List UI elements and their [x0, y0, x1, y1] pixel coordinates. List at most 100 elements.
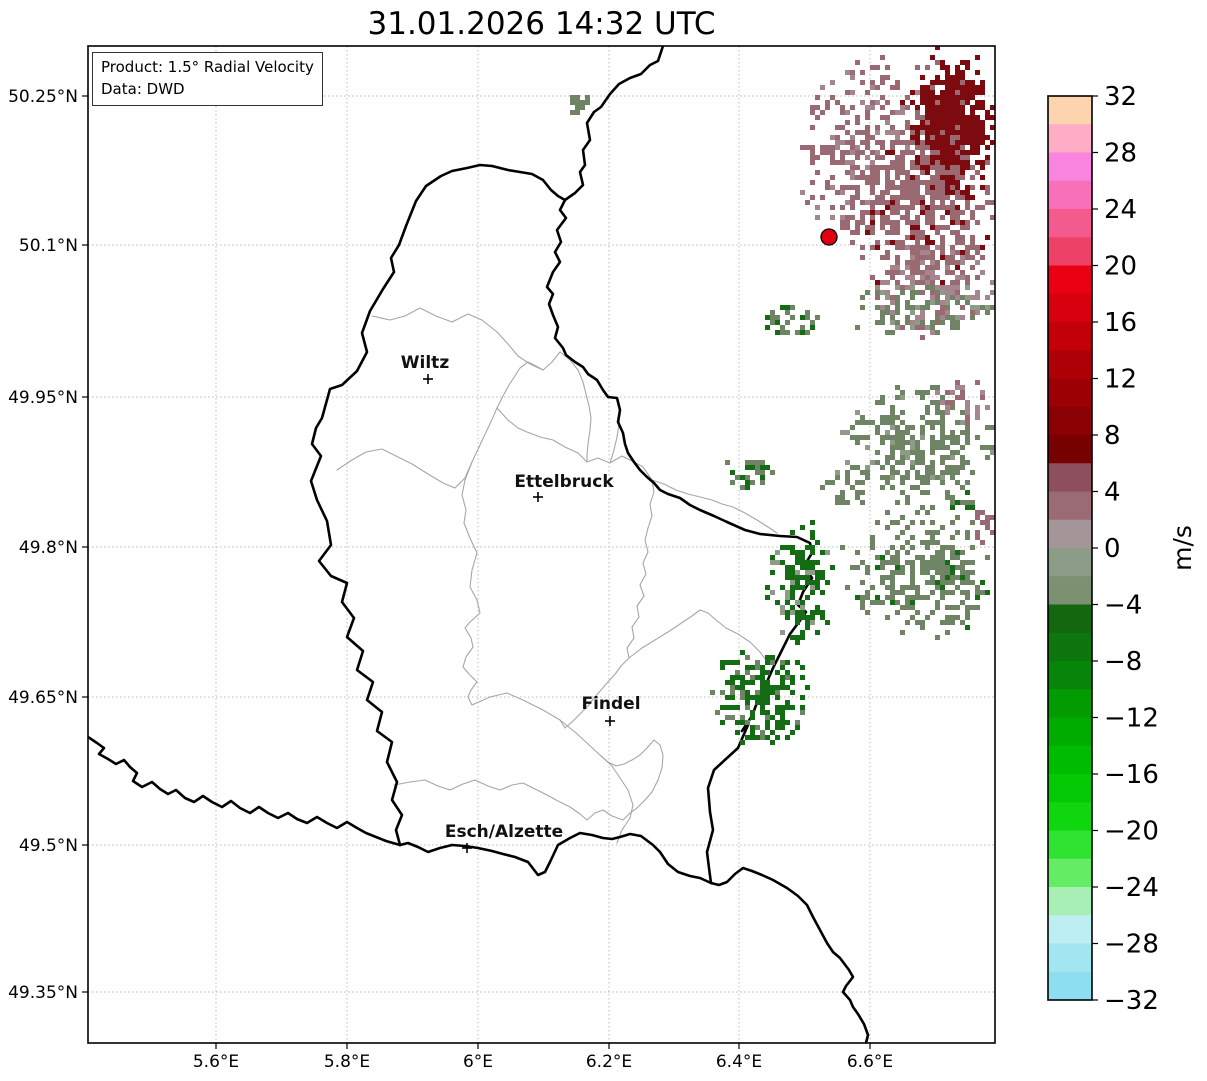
x-tick-label: 6.4°E: [716, 1052, 762, 1072]
city-label: Esch/Alzette: [445, 822, 563, 842]
region-border-line: [496, 361, 544, 409]
region-border-line: [651, 479, 778, 534]
region-borders: [336, 307, 778, 844]
figure-title: 31.01.2026 14:32 UTC: [367, 6, 716, 42]
colorbar-segment: [1048, 632, 1092, 662]
colorbar-segment: [1048, 237, 1092, 266]
colorbar-tick-label: 16: [1104, 308, 1137, 338]
y-tick-label: 49.95°N: [8, 388, 78, 408]
colorbar-tick-label: −8: [1104, 647, 1142, 677]
colorbar-segment: [1048, 887, 1092, 916]
x-tick-label: 6°E: [463, 1052, 493, 1072]
product-info-line2: Data: DWD: [101, 79, 185, 98]
city-marker: [533, 492, 543, 502]
colorbar-unit-label: m/s: [1168, 525, 1197, 571]
region-border-line: [559, 479, 655, 729]
y-tick-label: 49.65°N: [8, 688, 78, 708]
colorbar-tick-label: 20: [1104, 252, 1137, 282]
colorbar-segment: [1048, 378, 1092, 408]
colorbar-tick-label: −12: [1104, 704, 1159, 734]
city-marker: [462, 843, 472, 853]
city-labels: Wiltz Ettelbruck Findel Esch/Alzette: [401, 353, 641, 853]
y-tick-label: 49.8°N: [19, 538, 78, 558]
country-borders: [88, 46, 870, 1043]
colorbar-segment: [1048, 124, 1092, 153]
colorbar-tick-label: 4: [1104, 478, 1121, 508]
region-border-line: [393, 739, 664, 821]
y-tick-label: 50.1°N: [19, 236, 78, 256]
product-info-box: Product: 1.5° Radial Velocity Data: DWD: [92, 52, 323, 106]
country-border-line: [309, 163, 494, 847]
colorbar-segment: [1048, 830, 1092, 860]
colorbar: 32 28 24 20 16 12 8 4 0 −4 −8 −12 −16 −20 −24 −28 −32: [1047, 82, 1159, 1016]
colorbar-segment: [1048, 406, 1092, 436]
x-tick-label: 6.2°E: [586, 1052, 632, 1072]
colorbar-segment: [1048, 604, 1092, 634]
country-border-line: [709, 866, 870, 1043]
colorbar-segment: [1048, 265, 1092, 295]
x-tick-label: 5.6°E: [193, 1052, 239, 1072]
colorbar-segment: [1048, 152, 1092, 182]
colorbar-segment: [1048, 491, 1092, 521]
colorbar-segment: [1048, 322, 1092, 351]
colorbar-segment: [1048, 971, 1092, 1001]
colorbar-segment: [1048, 463, 1092, 492]
y-tick-label: 50.25°N: [8, 87, 78, 107]
colorbar-tick-label: 32: [1104, 82, 1137, 112]
country-border-line: [563, 46, 665, 202]
x-tick-label: 5.8°E: [324, 1052, 370, 1072]
grid-lines: [88, 46, 995, 1043]
colorbar-segment: [1048, 745, 1092, 775]
colorbar-segment: [1048, 576, 1092, 605]
colorbar-tick-label: −28: [1104, 930, 1159, 960]
colorbar-segment: [1048, 774, 1092, 803]
city-label: Findel: [581, 694, 640, 714]
region-border-line: [496, 407, 653, 481]
colorbar-segment: [1048, 689, 1092, 718]
colorbar-segment: [1048, 519, 1092, 549]
colorbar-segment: [1048, 209, 1092, 238]
radar-echo-cells: [570, 46, 995, 745]
colorbar-segment: [1048, 548, 1092, 577]
city-label: Ettelbruck: [514, 472, 614, 492]
city-label: Wiltz: [401, 353, 450, 373]
region-border-line: [628, 609, 767, 661]
region-border-line: [559, 351, 592, 463]
colorbar-segment: [1048, 858, 1092, 888]
colorbar-tick-label: −4: [1104, 591, 1142, 621]
colorbar-segment: [1048, 717, 1092, 747]
colorbar-segment: [1048, 943, 1092, 973]
colorbar-tick-label: −24: [1104, 873, 1159, 903]
x-tick-label: 6.6°E: [847, 1052, 893, 1072]
colorbar-tick-label: 12: [1104, 365, 1137, 395]
axis-tick-labels: 5.6°E 5.8°E 6°E 6.2°E 6.4°E 6.6°E 50.25°N 50.1°…: [8, 87, 893, 1072]
radar-site-marker: [820, 228, 838, 246]
y-tick-label: 49.5°N: [19, 836, 78, 856]
country-border-line: [490, 164, 567, 202]
colorbar-segment: [1048, 350, 1092, 379]
colorbar-tick-label: 28: [1104, 139, 1137, 169]
country-border-line: [545, 198, 729, 524]
product-info-line1: Product: 1.5° Radial Velocity: [101, 58, 314, 76]
colorbar-tick-label: 8: [1104, 421, 1121, 451]
city-marker: [605, 716, 615, 726]
axis-ticks: [82, 95, 871, 1049]
colorbar-segment: [1048, 96, 1092, 125]
plot-border: [87, 45, 996, 1044]
colorbar-segment: [1048, 915, 1092, 944]
colorbar-tick-label: 24: [1104, 195, 1137, 225]
country-border-line: [398, 831, 713, 885]
colorbar-tick-label: −16: [1104, 760, 1159, 790]
colorbar-tick-label: −32: [1104, 986, 1159, 1016]
region-border-line: [336, 407, 498, 489]
city-marker: [423, 374, 433, 384]
colorbar-segment: [1048, 435, 1092, 464]
colorbar-segment: [1048, 661, 1092, 690]
region-border-line: [461, 461, 481, 706]
colorbar-segment: [1048, 293, 1092, 323]
country-border-line: [88, 735, 402, 847]
colorbar-tick-label: 0: [1104, 534, 1121, 564]
y-tick-label: 49.35°N: [8, 983, 78, 1003]
